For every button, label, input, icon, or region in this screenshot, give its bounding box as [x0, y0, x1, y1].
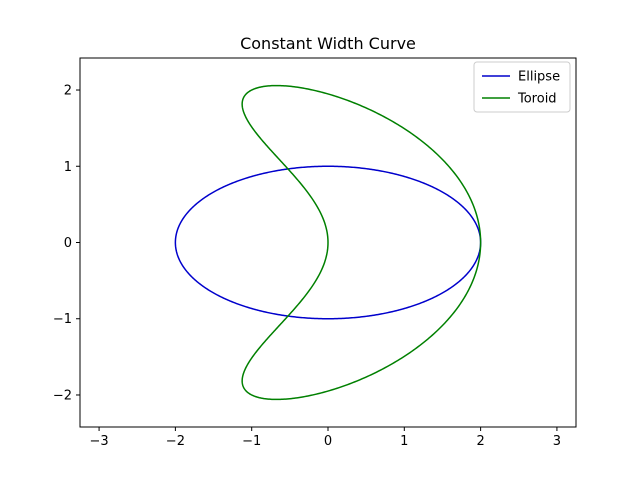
y-tick-label: −1 — [53, 312, 72, 327]
y-tick-label: −2 — [53, 388, 72, 403]
x-tick-label: −1 — [242, 434, 261, 449]
legend-label-ellipse: Ellipse — [518, 70, 560, 85]
x-tick-label: −2 — [166, 434, 185, 449]
legend-label-toroid: Toroid — [517, 92, 557, 107]
legend-box — [473, 61, 571, 113]
y-tick-label: 1 — [64, 160, 72, 175]
y-tick-label: 2 — [64, 84, 72, 99]
plot-area — [174, 84, 482, 401]
x-tick-label: 2 — [476, 434, 484, 449]
series-line-ellipse — [174, 165, 482, 320]
series-line-toroid — [241, 84, 482, 401]
chart-title: Constant Width Curve — [240, 34, 416, 53]
y-tick-label: 0 — [64, 236, 72, 251]
x-tick-label: 1 — [400, 434, 408, 449]
legend: Ellipse Toroid — [473, 61, 571, 113]
axes: −3 −2 −1 0 1 2 3 −2 −1 0 1 2 — [53, 57, 577, 449]
x-tick-label: 3 — [553, 434, 561, 449]
x-tick-label: −3 — [89, 434, 108, 449]
x-tick-label: 0 — [324, 434, 332, 449]
